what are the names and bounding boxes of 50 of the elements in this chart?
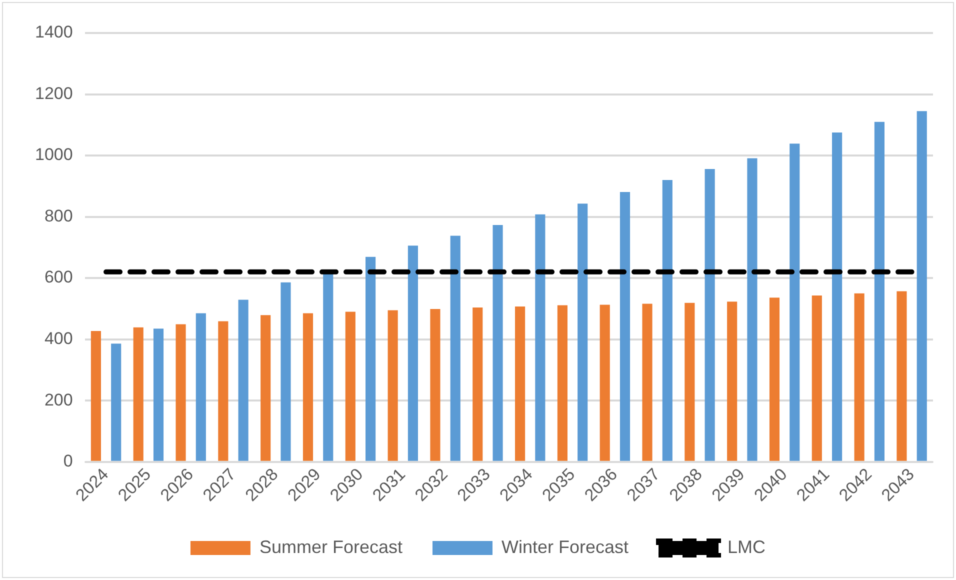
- bar: [176, 324, 186, 461]
- bar: [280, 282, 291, 461]
- bar: [642, 304, 652, 461]
- bar: [408, 246, 418, 461]
- bar: [472, 307, 483, 461]
- bar: [111, 344, 122, 461]
- bar: [153, 328, 164, 461]
- bar: [535, 214, 546, 461]
- bar: [366, 256, 376, 461]
- y-tick-label: 200: [44, 390, 73, 410]
- y-tick-label: 1200: [34, 84, 73, 103]
- bar: [90, 331, 101, 461]
- bar: [854, 293, 864, 461]
- bar: [600, 304, 610, 461]
- bar: [238, 300, 248, 461]
- bar: [302, 313, 314, 461]
- bar: [684, 302, 695, 461]
- y-tick-label: 600: [44, 268, 73, 287]
- bar: [492, 225, 503, 461]
- bar: [832, 132, 842, 461]
- bar: [662, 180, 672, 461]
- bar: [812, 296, 822, 461]
- y-tick-label: 1400: [34, 22, 73, 42]
- y-tick-label: 400: [44, 328, 73, 348]
- bar: [620, 192, 630, 461]
- bar: [896, 291, 907, 461]
- bar: [218, 321, 228, 461]
- bar: [557, 305, 568, 461]
- bar: [515, 306, 526, 461]
- bar: [388, 310, 398, 461]
- bar: [874, 122, 884, 461]
- legend-label: LMC: [728, 536, 766, 557]
- bar: [345, 312, 356, 461]
- bar: [133, 327, 144, 461]
- legend-label: Summer Forecast: [259, 536, 403, 557]
- bar: [450, 236, 460, 461]
- bar: [916, 111, 927, 461]
- bar: [769, 298, 780, 461]
- y-tick-label: 1000: [34, 145, 73, 164]
- y-tick-label: 800: [44, 206, 73, 226]
- legend-label: Winter Forecast: [502, 536, 629, 557]
- bar: [747, 158, 758, 461]
- bar: [790, 144, 800, 461]
- bar: [704, 169, 715, 461]
- bar: [196, 313, 206, 461]
- bar: [260, 315, 271, 461]
- bar: [727, 302, 738, 461]
- y-tick-label: 0: [63, 452, 73, 471]
- bar: [578, 204, 588, 461]
- bar: [430, 308, 440, 461]
